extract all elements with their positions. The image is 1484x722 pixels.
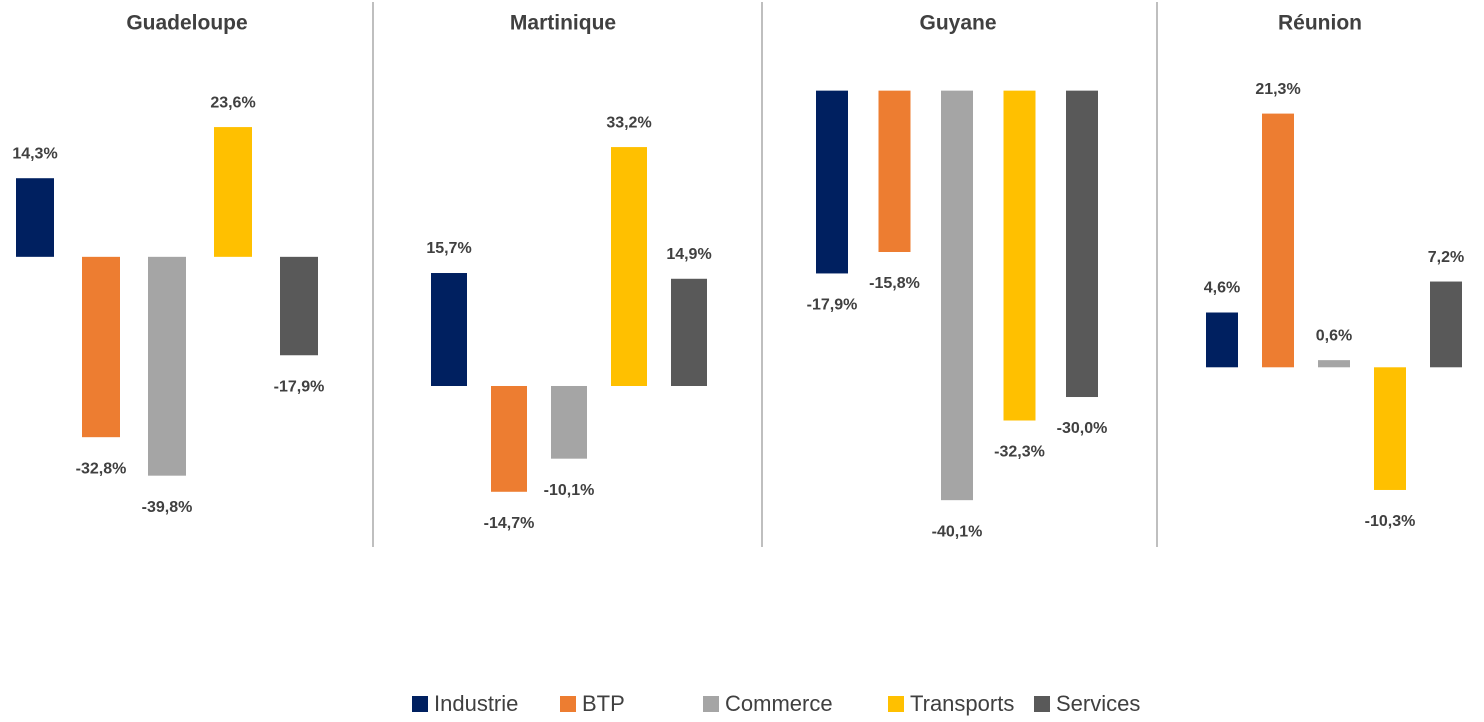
bar: [551, 385, 587, 459]
legend-swatch: [888, 696, 904, 712]
value-label: 23,6%: [210, 94, 255, 111]
legend-swatch: [1034, 696, 1050, 712]
bar: [16, 178, 54, 257]
value-label: 14,9%: [666, 246, 711, 263]
legend-label: Transports: [910, 691, 1014, 716]
value-label: -15,8%: [869, 275, 920, 292]
bar: [611, 147, 647, 386]
panel-title: Martinique: [510, 12, 616, 35]
value-label: 0,6%: [1316, 327, 1352, 344]
bar: [671, 278, 707, 386]
value-label: 15,7%: [426, 240, 471, 257]
bar: [816, 90, 848, 274]
bar: [1262, 113, 1294, 368]
value-label: -17,9%: [274, 378, 325, 395]
bar: [431, 273, 467, 386]
value-label: 21,3%: [1255, 81, 1300, 98]
value-label: -40,1%: [932, 523, 983, 540]
value-label: -32,8%: [76, 460, 127, 477]
legend-label: Industrie: [434, 691, 518, 716]
bar: [280, 256, 318, 356]
value-label: -10,1%: [544, 482, 595, 499]
bar: [1206, 312, 1238, 368]
bar: [82, 256, 120, 438]
bar: [878, 90, 911, 252]
value-label: 4,6%: [1204, 280, 1240, 297]
legend-label: Services: [1056, 691, 1140, 716]
value-label: -14,7%: [484, 515, 535, 532]
panel-title: Guadeloupe: [126, 12, 247, 35]
legend-swatch: [703, 696, 719, 712]
bar: [941, 90, 973, 501]
bar: [491, 385, 527, 492]
bar: [1430, 281, 1462, 368]
value-label: -10,3%: [1365, 513, 1416, 530]
value-label: -30,0%: [1057, 420, 1108, 437]
legend-swatch: [412, 696, 428, 712]
value-label: -32,3%: [994, 444, 1045, 461]
value-label: 33,2%: [606, 114, 651, 131]
bar: [1318, 360, 1350, 368]
panel-title: Guyane: [919, 12, 996, 35]
value-label: -17,9%: [807, 297, 858, 314]
value-label: 7,2%: [1428, 249, 1464, 266]
legend-swatch: [560, 696, 576, 712]
value-label: -39,8%: [142, 499, 193, 516]
bar: [148, 256, 186, 476]
bar: [1374, 367, 1406, 490]
panel-title: Réunion: [1278, 12, 1362, 35]
legend-label: Commerce: [725, 691, 833, 716]
value-label: 14,3%: [12, 145, 57, 162]
bar: [1066, 90, 1098, 398]
bar: [214, 127, 252, 257]
legend-label: BTP: [582, 691, 625, 716]
bar: [1003, 90, 1036, 421]
